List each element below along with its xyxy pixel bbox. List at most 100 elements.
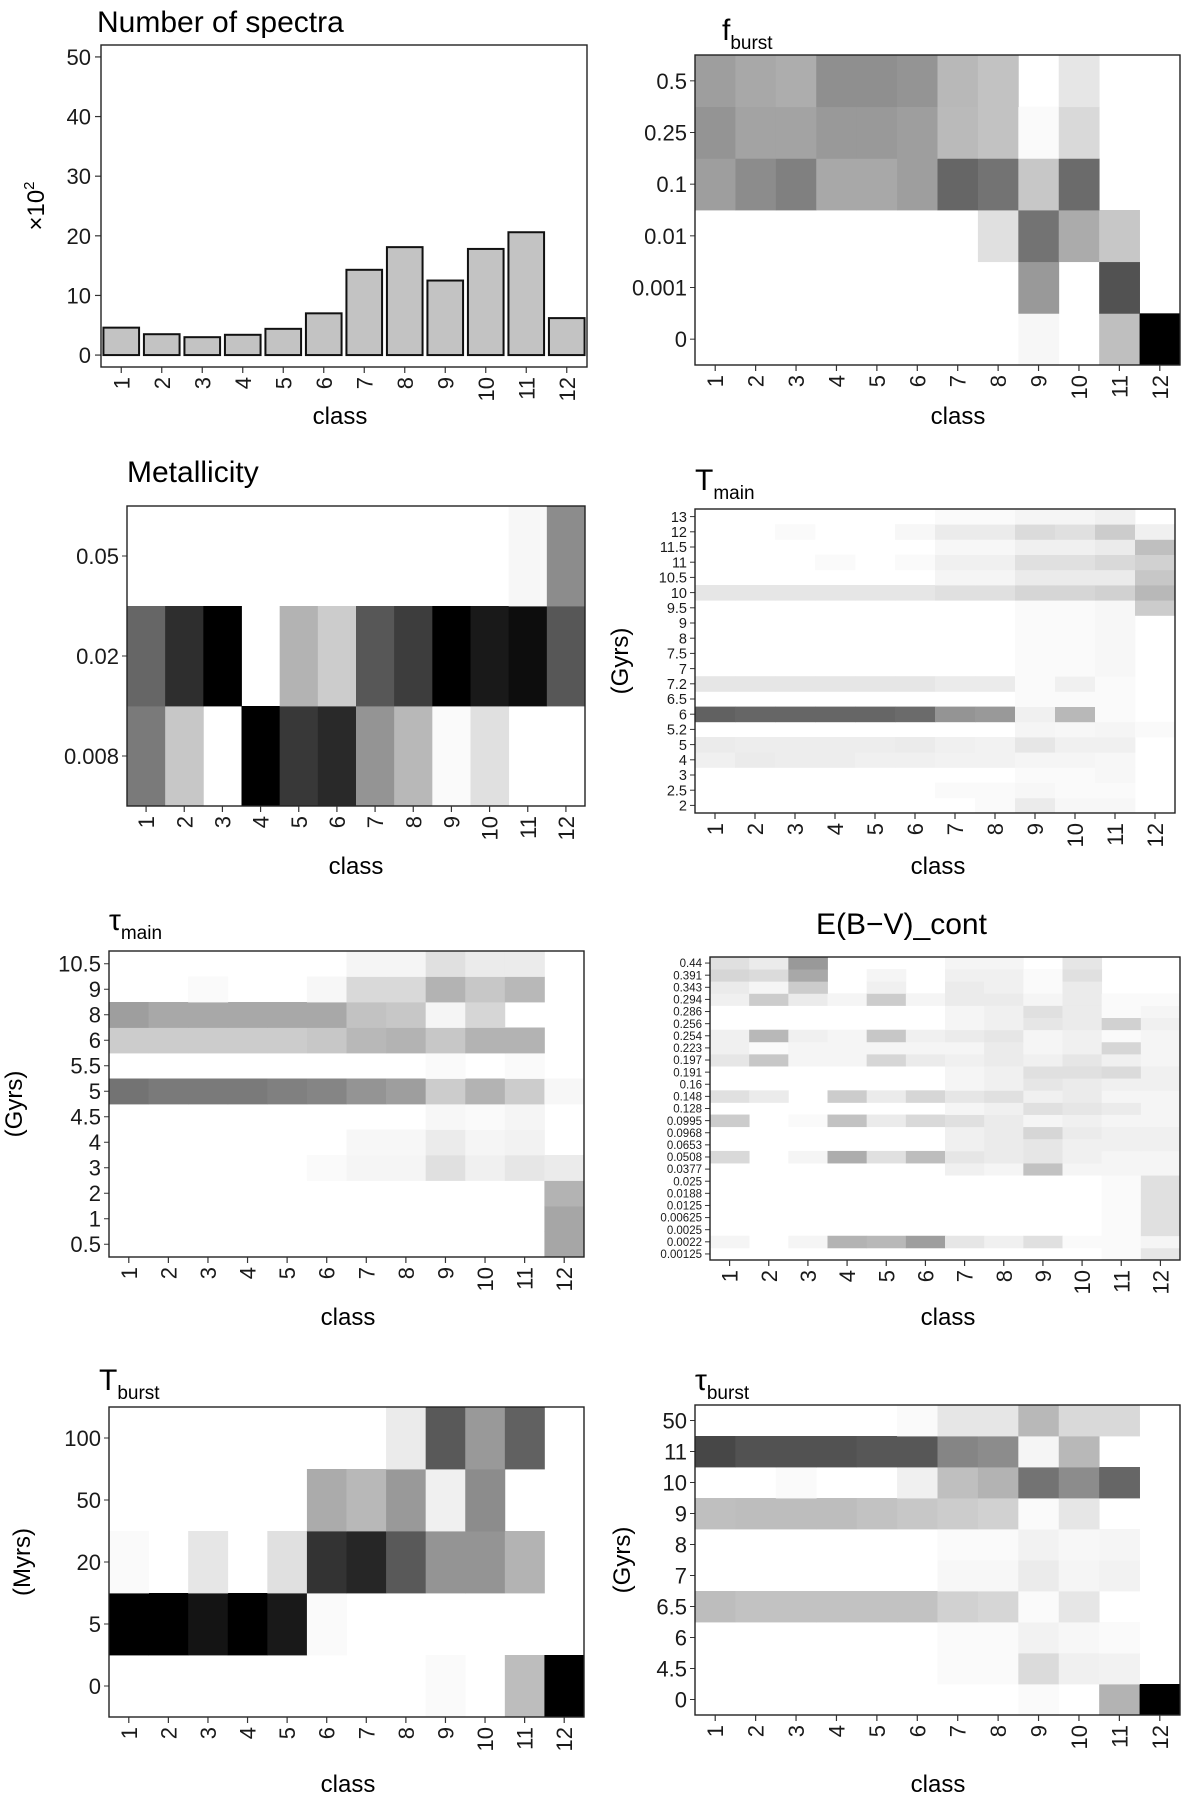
x-tick-label: 6 — [315, 1267, 340, 1279]
cell-6-9 — [1015, 706, 1056, 723]
cell-0.256-8 — [984, 1017, 1024, 1031]
cell-0.294-12 — [1140, 993, 1181, 1006]
cell-0.0968-10 — [1062, 1126, 1103, 1140]
y-tick-label: 0.0653 — [667, 1140, 702, 1152]
cell-10.5-8 — [386, 951, 427, 977]
cell-10-10 — [1055, 585, 1096, 601]
panel-title: Tmain — [695, 464, 755, 504]
cell-0.02-10 — [470, 606, 510, 707]
cell-2.5-11 — [1095, 782, 1136, 799]
y-tick-label: 50 — [663, 1408, 687, 1433]
cell-7.5-9 — [1015, 645, 1056, 662]
cell-0.223-5 — [866, 1041, 907, 1055]
cell-0.1-4 — [816, 158, 858, 211]
cell-6-11 — [1095, 706, 1136, 723]
cell-0.391-5 — [866, 969, 907, 982]
x-tick-label: 5 — [865, 1725, 890, 1737]
cell-0.223-3 — [788, 1041, 828, 1055]
cell-9.5-9 — [1015, 600, 1056, 616]
cell-0.25-2 — [735, 106, 777, 159]
cell-0.191-9 — [1023, 1066, 1063, 1079]
cell-6-5 — [267, 1027, 308, 1054]
cell-6-6 — [306, 1027, 347, 1054]
title-subscript: main — [713, 483, 754, 504]
cell-50-6 — [306, 1469, 347, 1532]
cell-11-10 — [1058, 1436, 1100, 1468]
cell-5-4 — [227, 1593, 268, 1656]
cell-6.5-6 — [897, 1591, 938, 1623]
cell-0.0995-7 — [945, 1114, 985, 1128]
y-tick-label: 7.2 — [667, 677, 687, 693]
cell-0.148-12 — [1140, 1090, 1181, 1103]
y-tick-label: 0.025 — [673, 1176, 702, 1188]
y-tick-label: 0.223 — [673, 1043, 702, 1055]
y-tick-label: 0.0995 — [667, 1116, 702, 1128]
x-tick-label: 4 — [824, 375, 849, 387]
x-tick-label: 10 — [1063, 823, 1088, 847]
cell-5-11 — [504, 1078, 545, 1105]
cell-0.0653-7 — [945, 1138, 985, 1152]
cell-0.0995-6 — [905, 1114, 946, 1128]
cell-8-11 — [1095, 630, 1136, 647]
cell-0.148-2 — [749, 1090, 789, 1103]
cell-0.0653-9 — [1023, 1138, 1063, 1152]
bar-4 — [223, 333, 262, 357]
cell-0-9 — [425, 1655, 466, 1718]
y-tick-label: 0.25 — [644, 120, 687, 145]
cell-0.0025-12 — [1140, 1223, 1181, 1237]
cell-4-4 — [815, 752, 856, 768]
cell-0.0377-11 — [1101, 1163, 1142, 1176]
cell-20-6 — [306, 1531, 347, 1594]
x-tick-label: 6 — [315, 1727, 340, 1739]
x-tick-label: 1 — [718, 1270, 743, 1282]
cell-0.294-11 — [1101, 993, 1142, 1006]
cell-50-8 — [386, 1469, 427, 1532]
x-tick-label: 3 — [210, 816, 235, 828]
y-tick-label: 2.5 — [667, 783, 687, 799]
cell-0.254-12 — [1140, 1029, 1181, 1043]
cell-0.44-8 — [984, 957, 1024, 970]
cell-0.391-3 — [788, 969, 828, 982]
x-tick-label: 2 — [156, 1267, 181, 1279]
cell-6-5 — [855, 706, 896, 723]
cell-5-2 — [148, 1593, 189, 1656]
cell-13-9 — [1015, 509, 1056, 525]
cell-9-11 — [504, 976, 545, 1003]
x-tick-label: 6 — [905, 1725, 930, 1737]
cell-5-8 — [975, 737, 1016, 753]
cell-7.2-2 — [735, 676, 776, 692]
panel-ebv: E(B−V)_cont0.001250.00220.00250.006250.0… — [660, 908, 1181, 1331]
x-tick-label: 12 — [552, 1267, 577, 1291]
cell-0.254-8 — [984, 1029, 1024, 1043]
cell-4-7 — [346, 1129, 387, 1156]
cell-0.0508-12 — [1140, 1150, 1181, 1164]
plot-frame — [694, 508, 1176, 814]
cell-4.5-9 — [1018, 1653, 1060, 1685]
x-tick-label: 11 — [514, 377, 539, 400]
cell-0.0022-5 — [866, 1235, 907, 1249]
cell-6-7 — [346, 1027, 387, 1054]
cell-0.191-11 — [1101, 1066, 1142, 1079]
cell-5-5 — [267, 1593, 308, 1656]
cell-7-9 — [1018, 1560, 1060, 1592]
cell-0.0508-11 — [1101, 1150, 1142, 1164]
cell-20-10 — [465, 1531, 506, 1594]
cell-0.197-10 — [1062, 1053, 1103, 1067]
cell-12-10 — [1055, 524, 1096, 540]
cell-10-8 — [975, 585, 1016, 601]
cell-5-4 — [227, 1078, 268, 1105]
cell-5-8 — [386, 1078, 427, 1105]
x-tick-label: 11 — [513, 1727, 538, 1750]
cell-0.0995-12 — [1140, 1114, 1181, 1128]
cell-6-7 — [935, 706, 976, 723]
bar-6 — [304, 312, 343, 357]
cell-5-5 — [267, 1078, 308, 1105]
x-tick-label: 8 — [986, 1725, 1011, 1737]
cell-6-10 — [465, 1027, 506, 1054]
cell-10.5-12 — [1135, 569, 1176, 586]
cell-0.256-9 — [1023, 1017, 1063, 1031]
cell-0.001-9 — [1018, 261, 1060, 314]
cell-10-11 — [1095, 585, 1136, 601]
cell-20-9 — [425, 1531, 466, 1594]
y-tick-label: 4.5 — [70, 1105, 101, 1130]
